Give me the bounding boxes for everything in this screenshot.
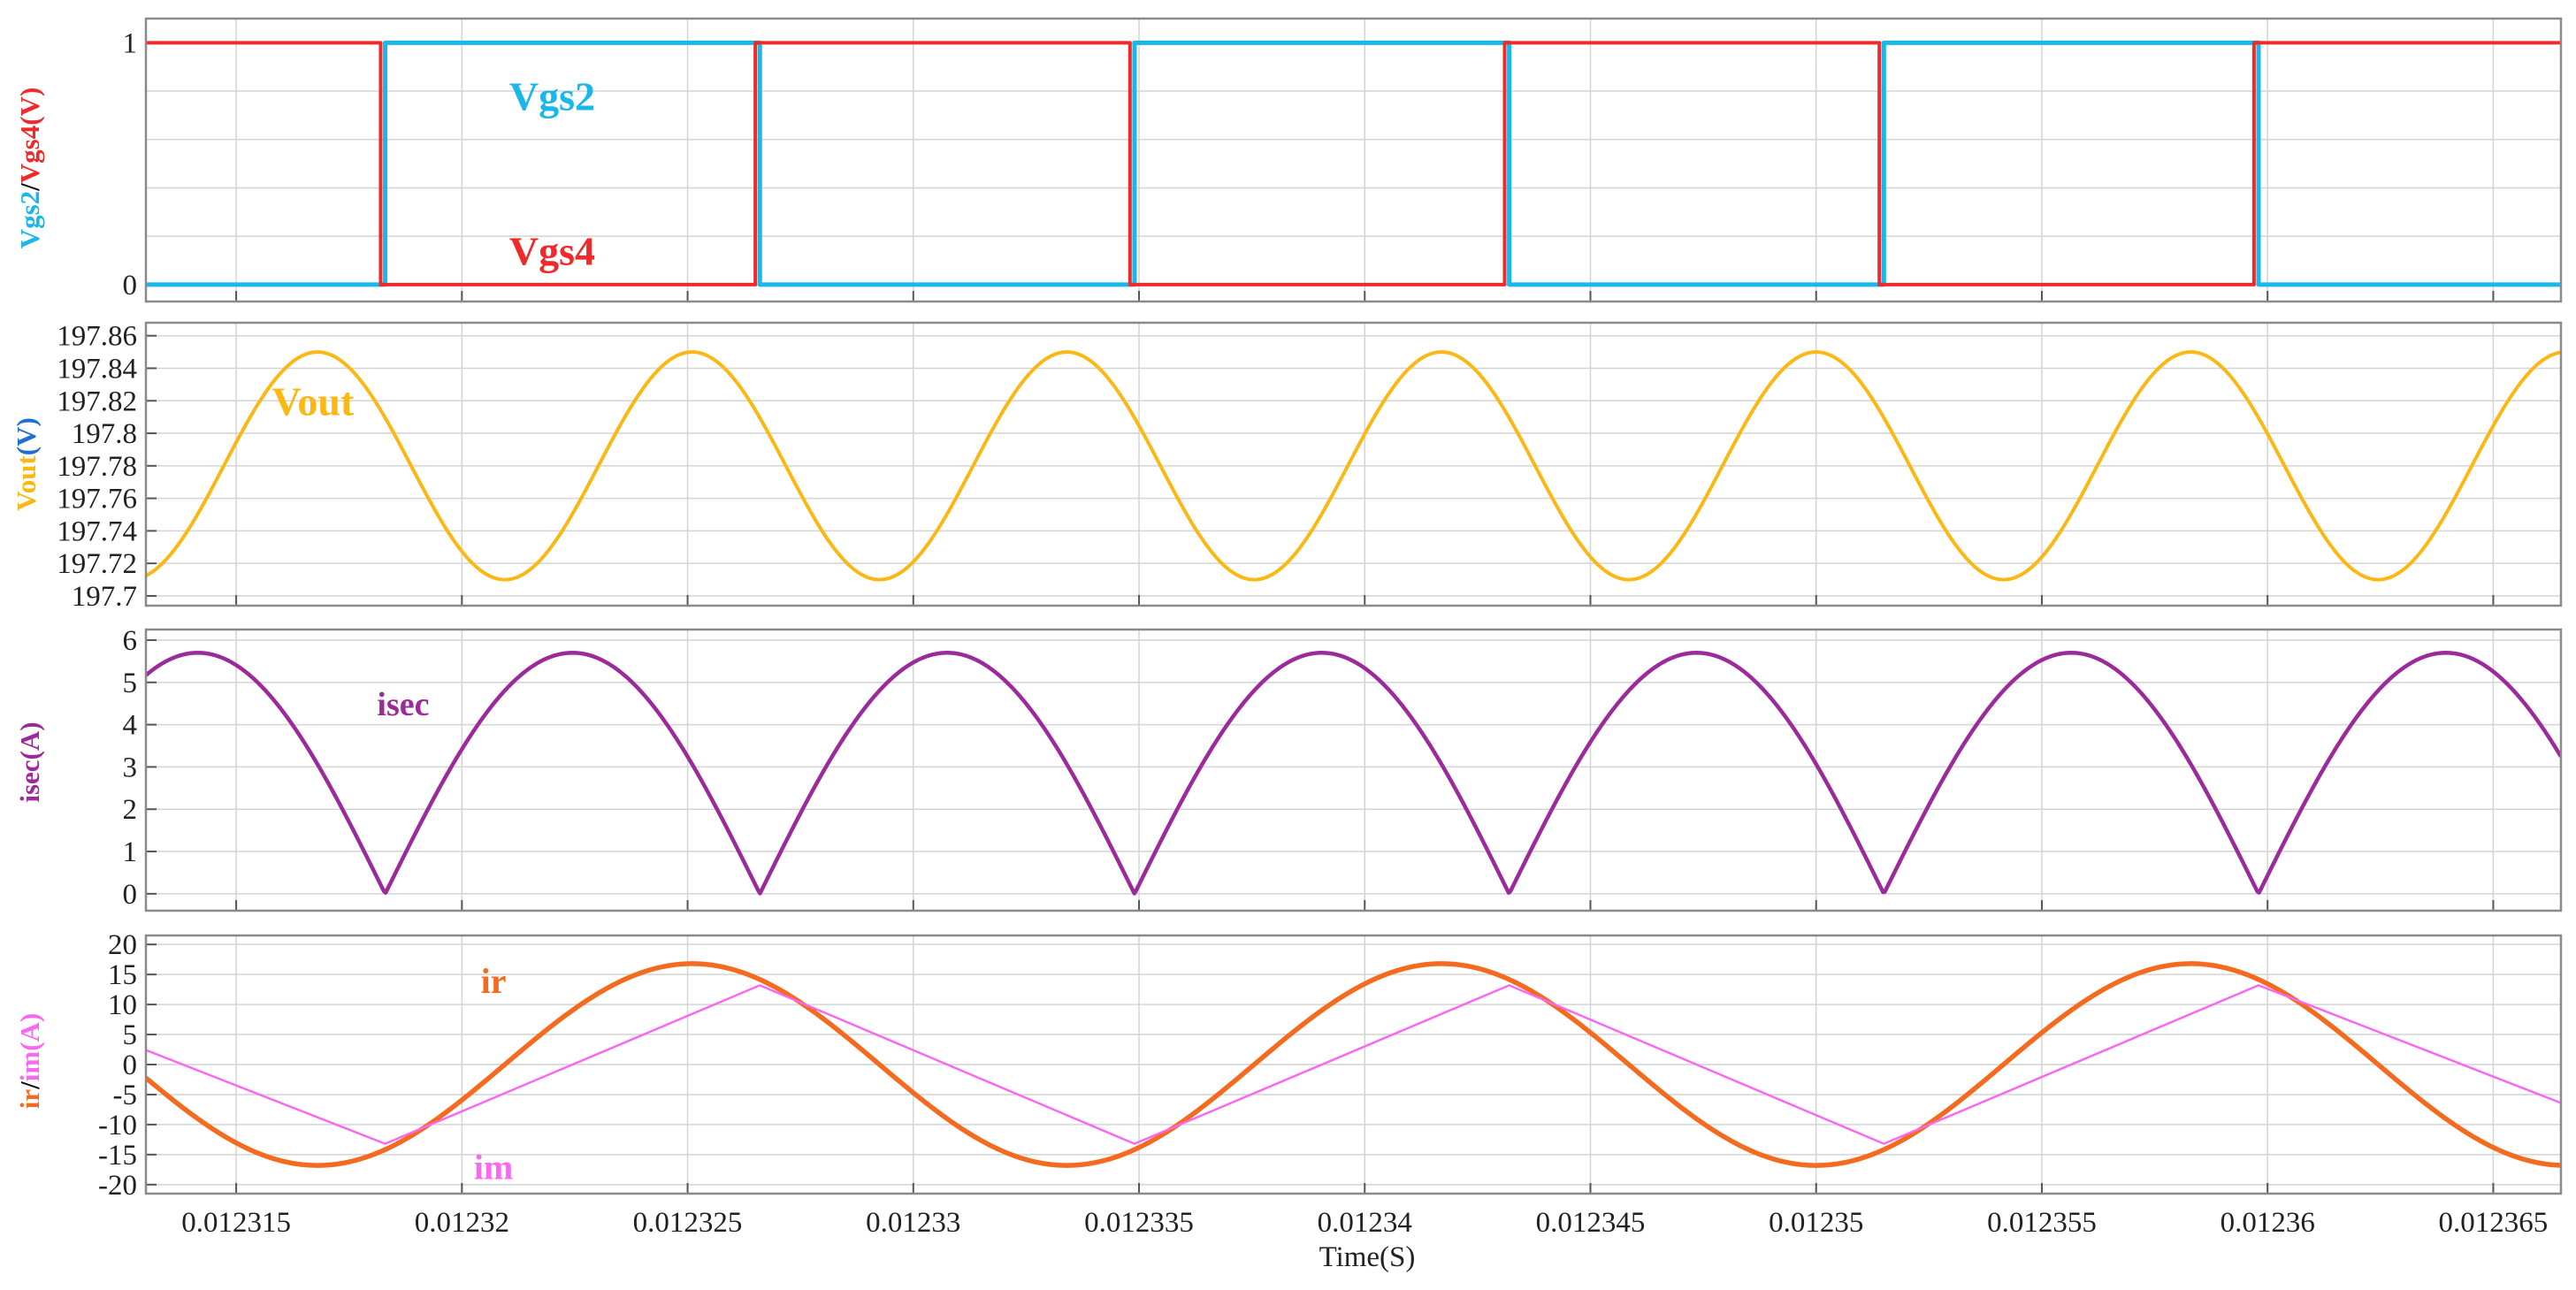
x-axis-label: Time(S) [1319, 1241, 1416, 1273]
irim-ytick-label: 5 [123, 1019, 138, 1051]
irim-ylabel: ir/im(A) [14, 1013, 45, 1109]
gate-frame [144, 17, 2563, 303]
isec-grid [146, 630, 2561, 911]
vout-ytick-label: 197.78 [57, 451, 137, 483]
gate-ylabel-sep: / [14, 183, 45, 192]
vout-ytick-label: 197.74 [57, 515, 137, 547]
series-ir-line [146, 961, 2561, 1168]
isec-ytick-label: 0 [123, 879, 138, 911]
xtick-label: 0.012355 [1987, 1207, 2097, 1239]
vout-ytick-label: 197.72 [57, 548, 137, 580]
annotation-im: im [474, 1147, 513, 1187]
isec-ytick-label: 1 [123, 836, 138, 868]
irim-series [146, 961, 2561, 1168]
xtick-label: 0.01236 [2221, 1207, 2315, 1239]
gate-plot-area [146, 19, 2561, 302]
series-vgs2-line [146, 40, 2561, 287]
irim-frame [144, 934, 2563, 1195]
annotation-ir: ir [481, 961, 507, 1001]
isec-ylabel-part1: isec [14, 759, 45, 802]
xtick-label: 0.01234 [1318, 1207, 1412, 1239]
vout-ytick-label: 197.86 [57, 321, 137, 353]
xtick-label: 0.01235 [1769, 1207, 1863, 1239]
xtick-label: 0.01232 [415, 1207, 509, 1239]
annotation-vout: Vout [271, 378, 355, 424]
vout-ytick-label: 197.84 [57, 353, 137, 385]
panel-resonant-currents: ir/im(A) Time(S) -20-15-10-505101520irim… [14, 929, 2563, 1273]
gate-ylabel-part1: Vgs2 [14, 191, 45, 248]
gate-ylabel: Vgs2/Vgs4(V) [14, 88, 45, 249]
irim-ytick-label: 15 [108, 959, 137, 991]
vout-ylabel-part2: (V) [11, 417, 42, 455]
annotation-vgs2: Vgs2 [509, 74, 595, 119]
annotation-vgs4: Vgs4 [509, 229, 595, 274]
isec-ytick-label: 4 [123, 710, 138, 742]
isec-ytick-label: 6 [123, 625, 138, 657]
irim-grid [146, 935, 2561, 1194]
gate-ylabel-part2: Vgs4(V) [14, 88, 45, 184]
irim-ylabel-part1: ir [14, 1089, 45, 1110]
irim-ytick-label: -15 [98, 1140, 137, 1172]
panel-output-voltage: Vout(V) 197.7197.72197.74197.76197.78197… [11, 321, 2563, 613]
series-im-line [146, 984, 2561, 1145]
vout-frame [144, 321, 2563, 607]
annotation-isec: isec [377, 686, 429, 723]
isec-ytick-label: 5 [123, 668, 138, 699]
gate-ytick-label: 1 [123, 27, 138, 59]
vout-ytick-label: 197.7 [72, 581, 137, 613]
irim-ylabel-sep: / [14, 1081, 45, 1090]
vout-ylabel: Vout(V) [11, 417, 42, 511]
xtick-label: 0.012365 [2439, 1207, 2549, 1239]
irim-ylabel-part2: im(A) [14, 1013, 45, 1081]
vout-series [146, 350, 2561, 582]
series-vgs4-line [146, 41, 2561, 286]
isec-plot-area [146, 630, 2561, 911]
irim-ytick-label: -5 [113, 1080, 138, 1111]
series-vout-line [146, 350, 2561, 582]
vout-ytick-label: 197.76 [57, 484, 137, 515]
irim-ytick-label: 20 [108, 929, 137, 961]
isec-frame [144, 628, 2563, 912]
isec-ytick-label: 3 [123, 752, 138, 783]
gate-series [146, 40, 2561, 287]
isec-series [146, 651, 2561, 896]
xtick-label: 0.012335 [1084, 1207, 1194, 1239]
vout-grid [146, 323, 2561, 606]
isec-ylabel: isec(A) [14, 721, 45, 802]
gate-ytick-label: 0 [123, 270, 138, 302]
irim-ytick-label: -10 [98, 1110, 137, 1141]
isec-ytick-label: 2 [123, 794, 138, 826]
xtick-label: 0.012345 [1536, 1207, 1646, 1239]
irim-ytick-label: 10 [108, 989, 137, 1021]
isec-ylabel-part2: (A) [14, 721, 45, 759]
xtick-label: 0.01233 [866, 1207, 960, 1239]
irim-ytick-label: -20 [98, 1170, 137, 1202]
xtick-label: 0.012325 [633, 1207, 743, 1239]
xtick-label: 0.012315 [181, 1207, 291, 1239]
vout-ytick-label: 197.8 [72, 418, 137, 450]
series-isec-line [146, 651, 2561, 896]
vout-ytick-label: 197.82 [57, 385, 137, 417]
irim-ytick-label: 0 [123, 1050, 138, 1081]
vout-ylabel-part1: Vout [11, 455, 42, 511]
